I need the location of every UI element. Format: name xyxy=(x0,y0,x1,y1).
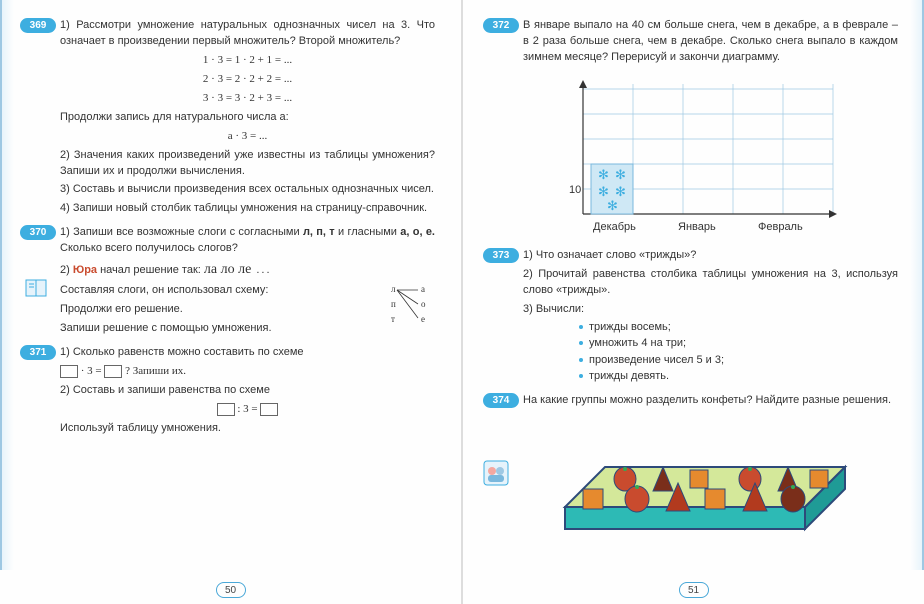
task-text: Продолжи его решение. xyxy=(60,302,353,318)
task-370: 370 1) Запиши все возможные слоги с согл… xyxy=(26,225,435,337)
svg-text:✻: ✻ xyxy=(607,198,618,213)
page-number: 50 xyxy=(216,582,246,598)
task-badge: 369 xyxy=(20,18,56,33)
task-text: 3) Составь и вычисли произведения всех о… xyxy=(60,182,435,198)
page-51: 372 В январе выпало на 40 см больше снег… xyxy=(462,0,924,604)
task-369: 369 1) Рассмотри умножение натуральных о… xyxy=(26,18,435,217)
task-text: 1) Рассмотри умножение натуральных одноз… xyxy=(60,18,435,50)
bullet-list: трижды восемь; умножить 4 на три; произв… xyxy=(575,319,898,385)
equation-schema: : 3 = xyxy=(60,402,435,418)
svg-text:Январь: Январь xyxy=(678,221,716,233)
task-text: Продолжи запись для натурального числа a… xyxy=(60,110,435,126)
task-badge: 370 xyxy=(20,225,56,240)
task-text: Используй таблицу умножения. xyxy=(60,421,435,437)
student-name: Юра xyxy=(73,264,97,276)
equation: a · 3 = ... xyxy=(60,129,435,145)
task-text: 1) Что означает слово «трижды»? xyxy=(523,248,898,264)
svg-text:е: е xyxy=(421,314,425,324)
svg-text:10: 10 xyxy=(569,184,581,196)
task-text: 4) Запиши новый столбик таблицы умножени… xyxy=(60,201,435,217)
task-text: 3) Вычисли: xyxy=(523,302,898,318)
task-text: 1) Сколько равенств можно составить по с… xyxy=(60,345,435,361)
task-371: 371 1) Сколько равенств можно составить … xyxy=(26,345,435,437)
task-badge: 374 xyxy=(483,393,519,408)
svg-text:✻: ✻ xyxy=(615,167,626,182)
task-text: 2) Значения каких произведений уже извес… xyxy=(60,148,435,180)
cursive-example: ла ло ле xyxy=(204,262,251,277)
equation: 1 · 3 = 1 · 2 + 1 = ... xyxy=(60,53,435,69)
task-text: В январе выпало на 40 см больше снега, ч… xyxy=(523,18,898,66)
snow-chart: Количество осадков (в см) xyxy=(523,74,898,242)
svg-text:а: а xyxy=(421,284,425,294)
task-text: 2) Юра начал решение так: ла ло ле ... xyxy=(60,260,435,280)
svg-text:✻: ✻ xyxy=(598,184,609,199)
task-text: Запиши решение с помощью умножения. xyxy=(60,321,353,337)
svg-text:✻: ✻ xyxy=(598,167,609,182)
task-373: 373 1) Что означает слово «трижды»? 2) П… xyxy=(489,248,898,385)
svg-text:о: о xyxy=(421,299,426,309)
svg-text:✻: ✻ xyxy=(615,184,626,199)
task-374: 374 На какие группы можно разделить конф… xyxy=(489,393,898,409)
equation: 3 · 3 = 3 · 2 + 3 = ... xyxy=(60,91,435,107)
group-icon xyxy=(483,460,509,486)
page-number: 51 xyxy=(679,582,709,598)
task-372: 372 В январе выпало на 40 см больше снег… xyxy=(489,18,898,66)
svg-text:л: л xyxy=(391,284,396,294)
svg-text:Февраль: Февраль xyxy=(758,221,803,233)
syllable-schema: л п т а о е xyxy=(385,283,429,330)
task-badge: 372 xyxy=(483,18,519,33)
task-badge: 373 xyxy=(483,248,519,263)
page-50: 369 1) Рассмотри умножение натуральных о… xyxy=(0,0,462,604)
svg-text:Декабрь: Декабрь xyxy=(593,221,636,233)
task-text: 2) Прочитай равенства столбика таблицы у… xyxy=(523,267,898,299)
list-item: умножить 4 на три; xyxy=(589,335,898,352)
list-item: трижды девять. xyxy=(589,368,898,385)
equation-schema: · 3 = ? Запиши их. xyxy=(60,364,435,380)
page-curve-right xyxy=(910,0,924,570)
equation: 2 · 3 = 2 · 2 + 2 = ... xyxy=(60,72,435,88)
list-item: трижды восемь; xyxy=(589,319,898,336)
task-text: Составляя слоги, он использовал схему: xyxy=(60,283,353,299)
candy-box-illustration xyxy=(545,417,898,550)
task-text: 1) Запиши все возможные слоги с согласны… xyxy=(60,225,435,257)
task-text: На какие группы можно разделить конфеты?… xyxy=(523,393,898,409)
task-badge: 371 xyxy=(20,345,56,360)
page-curve-left xyxy=(0,0,14,570)
task-text: 2) Составь и запиши равенства по схеме xyxy=(60,383,435,399)
list-item: произведение чисел 5 и 3; xyxy=(589,352,898,369)
svg-text:п: п xyxy=(391,299,396,309)
svg-text:т: т xyxy=(391,314,395,324)
